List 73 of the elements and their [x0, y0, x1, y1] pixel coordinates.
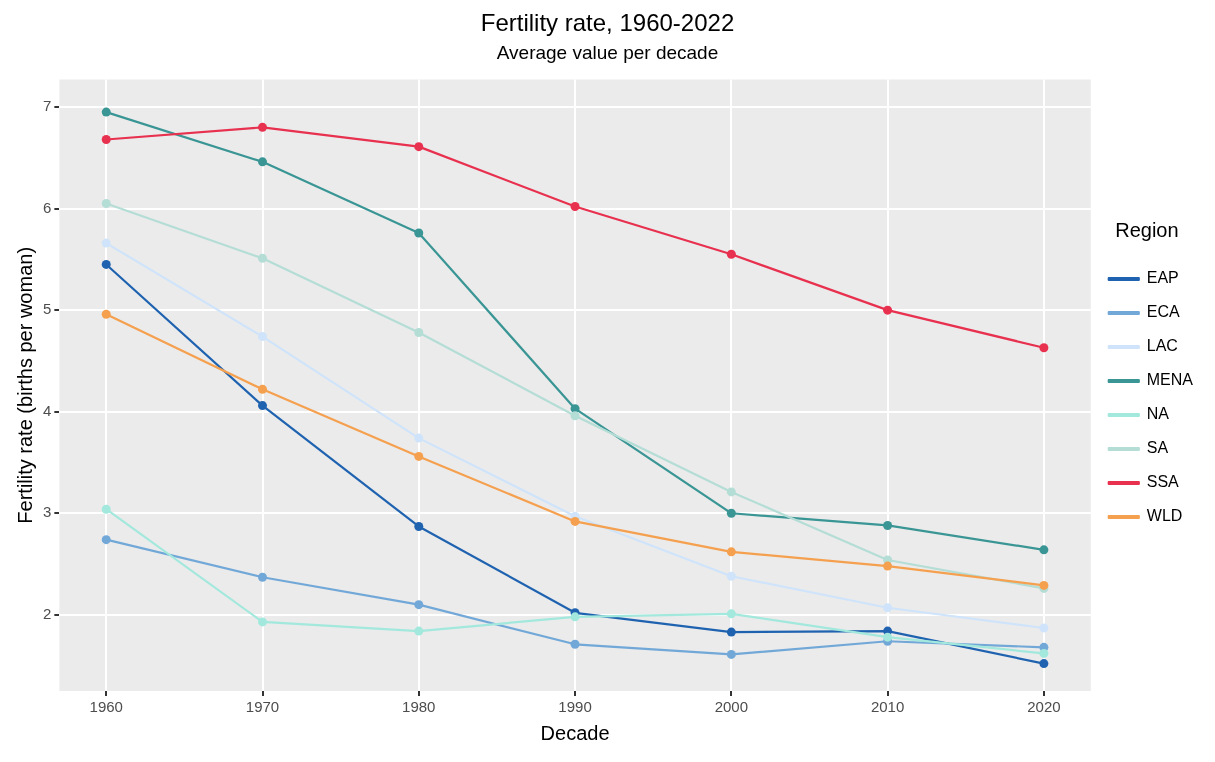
- chart-title: Fertility rate, 1960-2022: [480, 9, 735, 37]
- x-tick-label: 1960: [89, 698, 123, 716]
- point: [570, 516, 580, 526]
- point: [258, 572, 267, 582]
- point: [258, 401, 267, 411]
- point: [101, 535, 111, 545]
- point: [101, 238, 111, 248]
- legend-label: NA: [1146, 405, 1170, 423]
- point: [883, 305, 893, 315]
- x-tick-label: 1990: [558, 698, 592, 716]
- y-tick-label: 3: [43, 503, 52, 521]
- point: [1039, 623, 1049, 633]
- point: [726, 571, 736, 581]
- legend-label: ECA: [1146, 303, 1180, 321]
- point: [414, 228, 424, 238]
- y-tick-label: 6: [43, 198, 52, 216]
- point: [726, 609, 736, 619]
- point: [570, 411, 580, 421]
- point: [570, 639, 580, 649]
- point: [414, 451, 424, 461]
- x-tick-label: 1980: [402, 698, 436, 716]
- point: [726, 627, 736, 637]
- point: [414, 433, 424, 443]
- point: [1039, 545, 1049, 555]
- point: [258, 384, 267, 394]
- point: [414, 521, 424, 531]
- point: [726, 547, 736, 557]
- point: [258, 617, 267, 627]
- point: [414, 142, 424, 152]
- point: [101, 107, 111, 117]
- point: [1039, 343, 1049, 353]
- point: [570, 612, 580, 622]
- y-tick-label: 2: [43, 604, 52, 622]
- point: [414, 600, 424, 610]
- y-tick-label: 5: [43, 300, 52, 318]
- point: [101, 259, 111, 269]
- y-tick-label: 4: [43, 401, 52, 419]
- point: [414, 327, 424, 337]
- legend-label: WLD: [1146, 507, 1183, 525]
- legend-label: EAP: [1146, 269, 1179, 287]
- point: [258, 157, 267, 167]
- point: [883, 632, 893, 642]
- point: [883, 520, 893, 530]
- point: [414, 626, 424, 636]
- x-tick-label: 1970: [245, 698, 280, 716]
- point: [726, 649, 736, 659]
- point: [258, 122, 267, 132]
- point: [101, 135, 111, 145]
- point: [258, 332, 267, 342]
- point: [1039, 659, 1049, 669]
- x-tick-label: 2020: [1027, 698, 1061, 716]
- legend-label: LAC: [1146, 337, 1178, 355]
- point: [101, 309, 111, 319]
- x-axis-title: Decade: [540, 721, 610, 744]
- legend-title: Region: [1115, 218, 1179, 241]
- point: [726, 249, 736, 259]
- point: [726, 508, 736, 518]
- point: [883, 603, 893, 613]
- y-axis-title: Fertility rate (births per woman): [13, 246, 36, 524]
- point: [101, 504, 111, 514]
- legend-label: SA: [1146, 439, 1169, 457]
- point: [1039, 648, 1049, 658]
- chart-subtitle: Average value per decade: [496, 42, 719, 64]
- point: [258, 253, 267, 263]
- point: [101, 199, 111, 209]
- legend-label: SSA: [1146, 473, 1180, 491]
- point: [570, 202, 580, 212]
- x-tick-label: 2010: [870, 698, 905, 716]
- point: [883, 561, 893, 571]
- x-tick-label: 2000: [714, 698, 749, 716]
- legend-label: MENA: [1146, 371, 1194, 389]
- y-tick-label: 7: [43, 97, 52, 115]
- point: [726, 487, 736, 497]
